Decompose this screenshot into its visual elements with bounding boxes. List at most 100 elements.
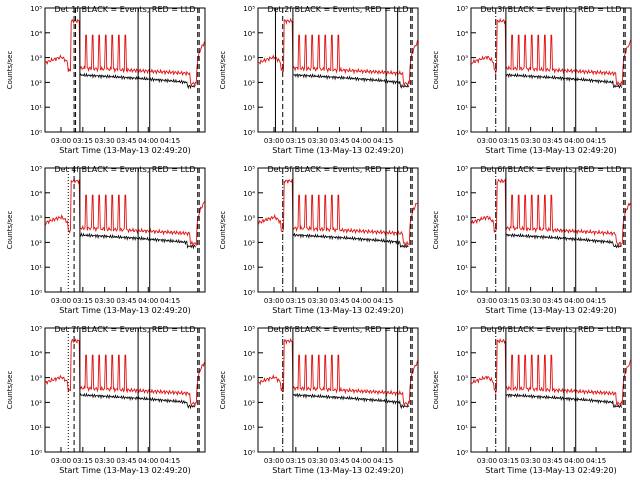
y-tick-label: 10¹: [456, 264, 468, 272]
y-tick-label: 10⁰: [456, 129, 468, 137]
y-tick-label: 10⁰: [243, 449, 255, 457]
series-events-line: [292, 232, 409, 249]
x-axis-label: Start Time (13-May-13 02:49:20): [485, 466, 616, 475]
y-axis-label: Counts/sec: [432, 371, 440, 410]
y-tick-label: 10³: [30, 55, 42, 63]
y-axis-label: Counts/sec: [432, 51, 440, 90]
y-tick-label: 10⁵: [243, 325, 255, 333]
plot-area: [471, 17, 631, 89]
plot-area: [471, 177, 631, 249]
y-tick-label: 10⁰: [456, 289, 468, 297]
y-tick-label: 10⁵: [30, 325, 42, 333]
panel-title: Det 9f BLACK = Events, RED = LLD: [480, 325, 621, 334]
plot-area: [258, 337, 418, 410]
series-lld-line: [258, 178, 418, 247]
x-tick-label: 03:30: [308, 137, 328, 145]
plot-frame: [257, 7, 419, 133]
x-tick-label: 03:30: [521, 137, 541, 145]
y-tick-label: 10¹: [243, 104, 255, 112]
x-tick-label: 03:00: [264, 297, 284, 305]
x-tick-label: 03:00: [477, 137, 497, 145]
y-tick-label: 10⁵: [456, 325, 468, 333]
x-tick-label: 04:15: [373, 137, 393, 145]
y-tick-label: 10²: [456, 79, 468, 87]
plot-frame: [257, 167, 419, 293]
y-tick-label: 10⁴: [456, 30, 468, 38]
y-tick-label: 10²: [243, 239, 255, 247]
x-axis-label: Start Time (13-May-13 02:49:20): [272, 466, 403, 475]
plot-area: [45, 338, 205, 410]
x-axis-label: Start Time (13-May-13 02:49:20): [59, 146, 190, 155]
y-tick-label: 10²: [30, 399, 42, 407]
series-lld-line: [45, 177, 205, 246]
plot-area: [258, 178, 418, 249]
x-tick-label: 03:30: [308, 297, 328, 305]
plot-frame: [470, 327, 632, 453]
x-tick-label: 03:45: [329, 457, 349, 465]
y-tick-label: 10²: [243, 399, 255, 407]
series-lld-line: [258, 337, 418, 406]
plot-area: [45, 177, 205, 250]
y-tick-label: 10¹: [30, 424, 42, 432]
x-tick-label: 03:15: [73, 457, 93, 465]
series-lld-line: [471, 177, 631, 247]
x-tick-label: 03:45: [116, 137, 136, 145]
y-tick-label: 10¹: [30, 104, 42, 112]
y-tick-label: 10⁴: [456, 350, 468, 358]
y-tick-label: 10⁰: [243, 289, 255, 297]
y-tick-label: 10³: [30, 215, 42, 223]
plot-area: [45, 18, 205, 90]
y-tick-label: 10⁰: [30, 129, 42, 137]
y-tick-label: 10²: [456, 399, 468, 407]
x-tick-label: 04:15: [160, 457, 180, 465]
y-tick-label: 10³: [456, 55, 468, 63]
y-tick-label: 10⁴: [30, 190, 42, 198]
y-tick-label: 10¹: [456, 424, 468, 432]
x-axis-label: Start Time (13-May-13 02:49:20): [485, 306, 616, 315]
y-tick-label: 10³: [243, 55, 255, 63]
panel-title: Det 4f BLACK = Events, RED = LLD: [54, 165, 195, 174]
x-tick-label: 03:00: [264, 137, 284, 145]
y-tick-label: 10⁰: [243, 129, 255, 137]
series-events-line: [292, 73, 409, 89]
x-tick-label: 04:00: [138, 137, 158, 145]
series-lld-line: [258, 17, 418, 86]
x-tick-label: 03:30: [521, 457, 541, 465]
x-tick-label: 04:15: [586, 457, 606, 465]
x-tick-label: 04:15: [160, 297, 180, 305]
x-tick-label: 03:15: [286, 137, 306, 145]
y-tick-label: 10²: [243, 79, 255, 87]
plot-frame: [470, 7, 632, 133]
x-tick-label: 04:00: [351, 457, 371, 465]
y-tick-label: 10²: [30, 79, 42, 87]
x-tick-label: 03:00: [477, 297, 497, 305]
x-tick-label: 03:00: [51, 137, 71, 145]
x-tick-label: 03:30: [95, 297, 115, 305]
x-axis-label: Start Time (13-May-13 02:49:20): [59, 466, 190, 475]
y-axis-label: Counts/sec: [432, 211, 440, 250]
plot-frame: [470, 167, 632, 293]
x-tick-label: 04:00: [564, 137, 584, 145]
x-tick-label: 04:15: [586, 137, 606, 145]
y-tick-label: 10³: [456, 215, 468, 223]
x-tick-label: 03:45: [329, 137, 349, 145]
y-tick-label: 10¹: [456, 104, 468, 112]
x-tick-label: 03:15: [499, 457, 519, 465]
x-tick-label: 04:15: [586, 297, 606, 305]
x-tick-label: 04:00: [564, 457, 584, 465]
plot-frame: [44, 7, 206, 133]
x-tick-label: 04:00: [138, 297, 158, 305]
x-tick-label: 03:00: [477, 457, 497, 465]
x-tick-label: 03:15: [286, 297, 306, 305]
x-tick-label: 03:45: [542, 137, 562, 145]
y-tick-label: 10⁵: [243, 165, 255, 173]
y-tick-label: 10⁵: [456, 5, 468, 13]
x-tick-label: 03:15: [499, 297, 519, 305]
x-tick-label: 04:00: [138, 457, 158, 465]
x-tick-label: 03:00: [264, 457, 284, 465]
